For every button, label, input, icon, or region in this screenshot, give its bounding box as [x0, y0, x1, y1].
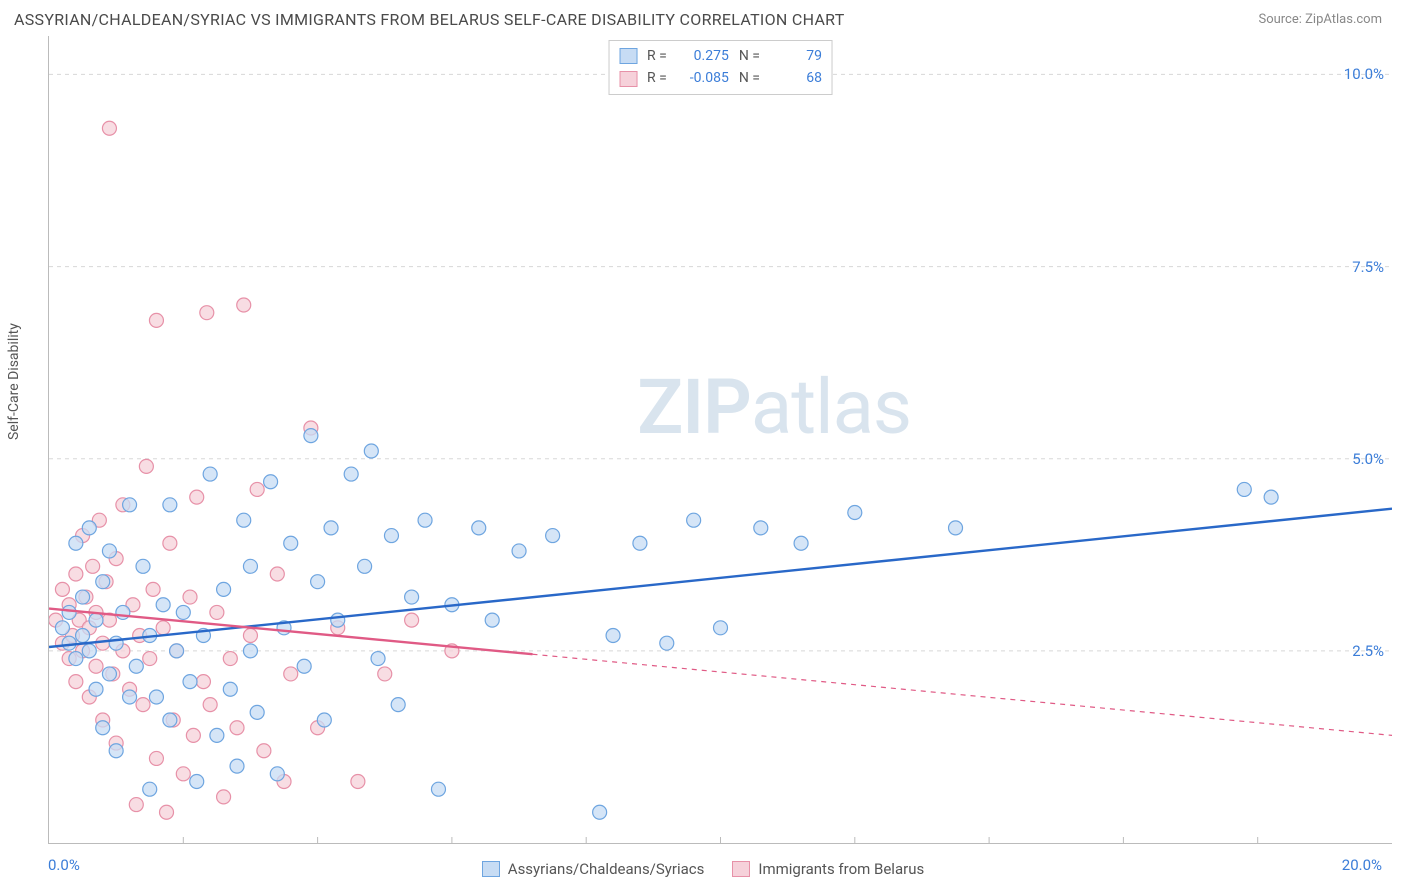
scatter-svg	[49, 36, 1392, 843]
correlation-legend: R = 0.275 N = 79 R = -0.085 N = 68	[608, 40, 833, 95]
y-tick-label: 10.0%	[1344, 65, 1384, 83]
y-tick-label: 7.5%	[1352, 258, 1384, 276]
series-legend: Assyrians/Chaldeans/Syriacs Immigrants f…	[0, 860, 1406, 878]
n-value-assyrians: 79	[770, 45, 822, 67]
source-label: Source: ZipAtlas.com	[1258, 12, 1382, 27]
swatch-icon	[732, 861, 750, 877]
n-value-belarus: 68	[770, 67, 822, 89]
swatch-icon	[482, 861, 500, 877]
chart-title: ASSYRIAN/CHALDEAN/SYRIAC VS IMMIGRANTS F…	[14, 10, 845, 29]
legend-row-belarus: R = -0.085 N = 68	[619, 67, 822, 89]
legend-item-assyrians: Assyrians/Chaldeans/Syriacs	[482, 860, 705, 878]
header: ASSYRIAN/CHALDEAN/SYRIAC VS IMMIGRANTS F…	[0, 0, 1406, 35]
r-value-assyrians: 0.275	[677, 45, 729, 67]
legend-row-assyrians: R = 0.275 N = 79	[619, 45, 822, 67]
swatch-belarus	[619, 71, 637, 87]
y-axis-label: Self-Care Disability	[6, 323, 22, 440]
plot-region: ZIPatlas R = 0.275 N = 79 R = -0.085 N =…	[48, 36, 1392, 844]
y-tick-label: 2.5%	[1352, 642, 1384, 660]
chart-area: Self-Care Disability ZIPatlas R = 0.275 …	[14, 36, 1392, 844]
r-value-belarus: -0.085	[677, 67, 729, 89]
legend-item-belarus: Immigrants from Belarus	[732, 860, 924, 878]
swatch-assyrians	[619, 48, 637, 64]
y-tick-label: 5.0%	[1352, 450, 1384, 468]
